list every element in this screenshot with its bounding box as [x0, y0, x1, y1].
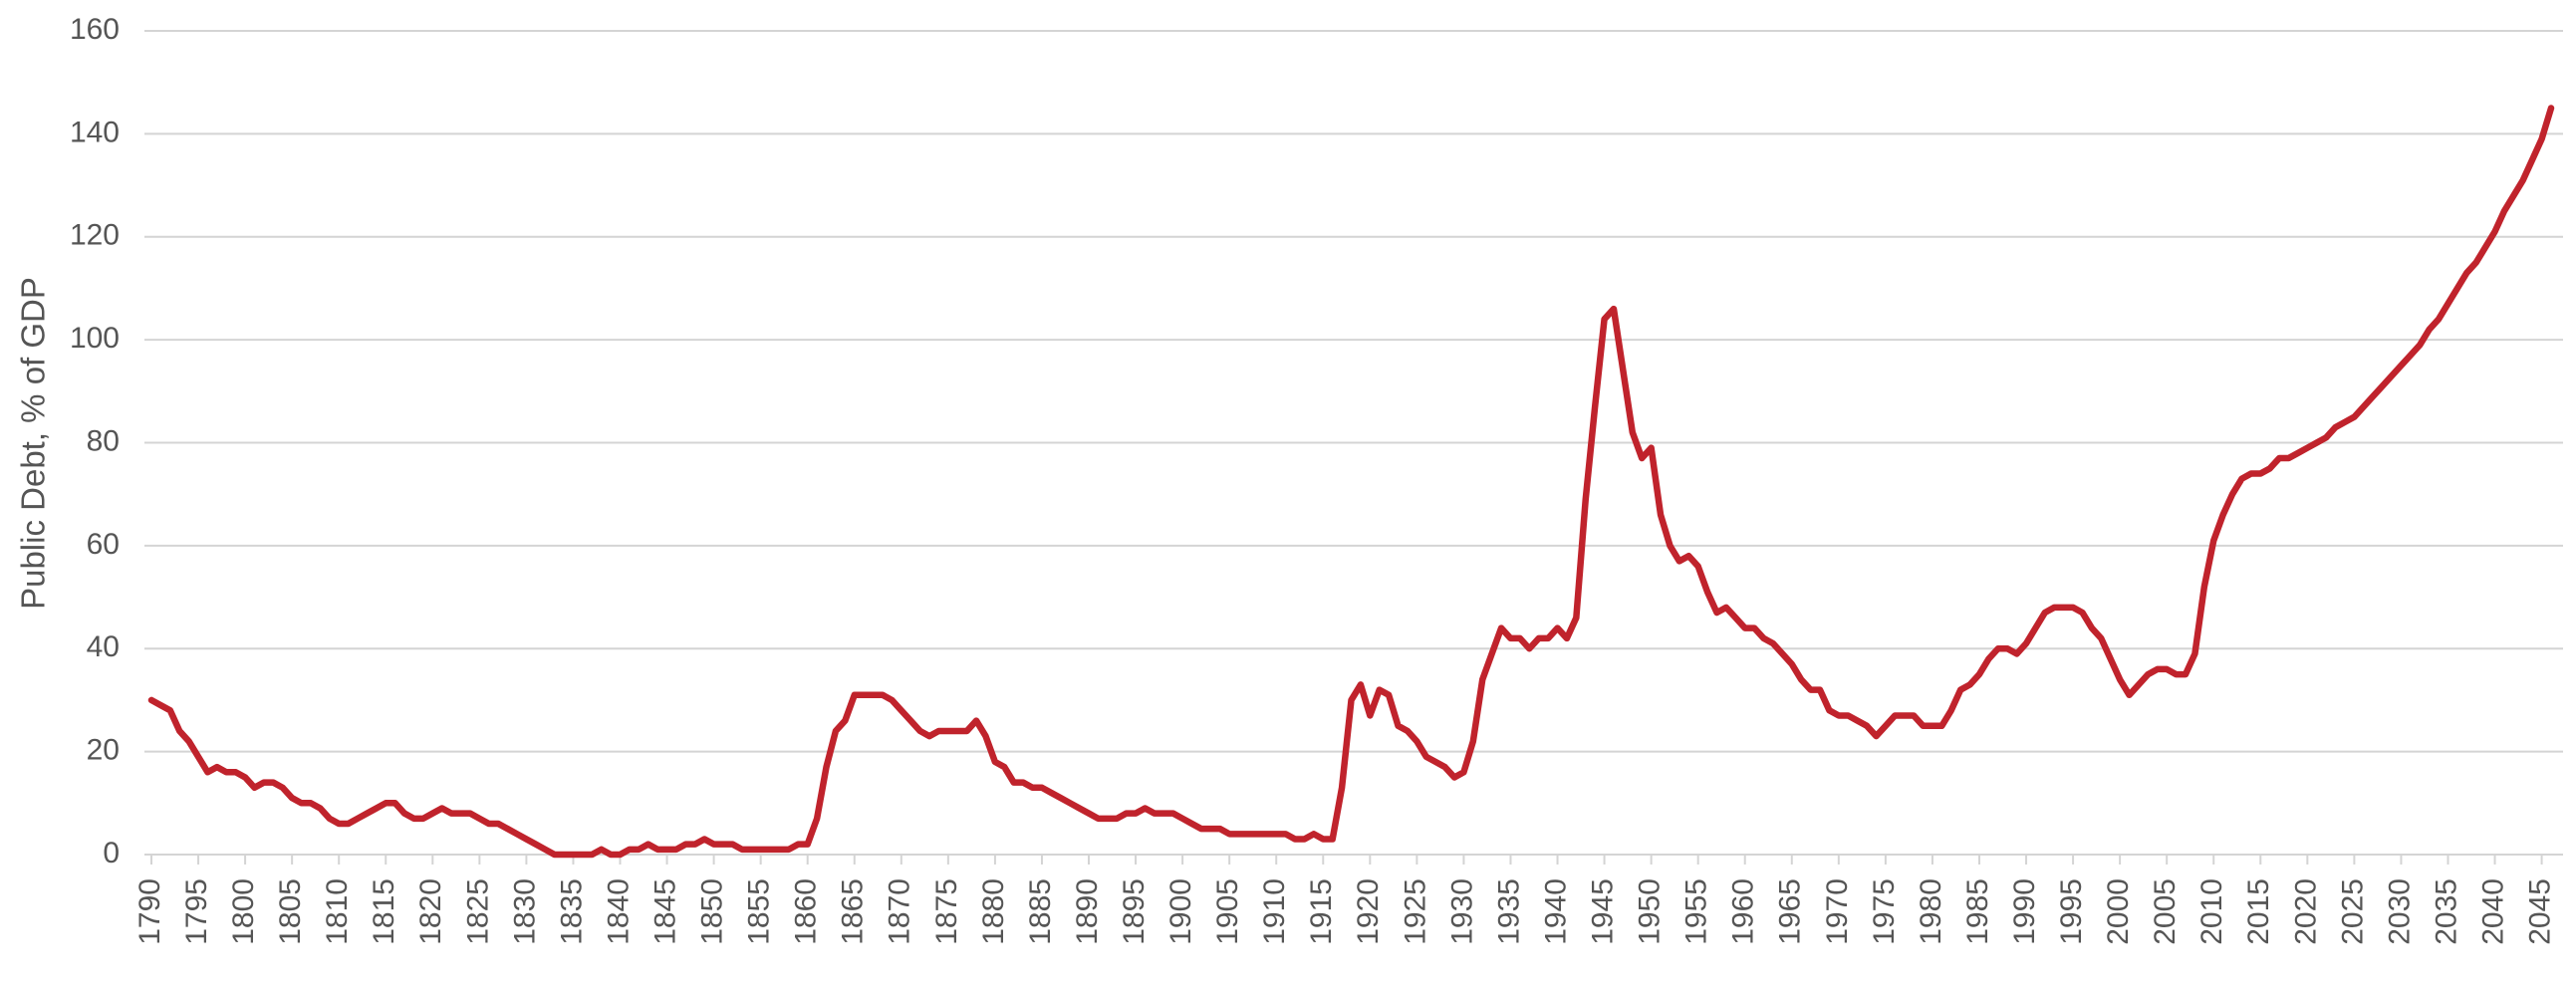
x-tick-label: 1845 [648, 878, 681, 945]
x-tick-label: 2000 [2102, 878, 2135, 945]
x-tick-label: 1935 [1492, 878, 1525, 945]
x-tick-label: 1915 [1305, 878, 1338, 945]
x-tick-label: 1895 [1118, 878, 1151, 945]
x-tick-label: 1955 [1680, 878, 1713, 945]
x-tick-label: 1905 [1211, 878, 1244, 945]
y-tick-label: 60 [87, 528, 120, 561]
x-tick-label: 1990 [2008, 878, 2041, 945]
x-tick-label: 2035 [2430, 878, 2462, 945]
x-tick-label: 1815 [368, 878, 400, 945]
y-tick-label: 120 [70, 219, 120, 252]
x-tick-label: 1980 [1915, 878, 1947, 945]
x-tick-label: 1870 [884, 878, 916, 945]
x-tick-label: 2015 [2242, 878, 2275, 945]
x-tick-label: 1985 [1961, 878, 1994, 945]
x-tick-label: 1925 [1399, 878, 1431, 945]
x-tick-label: 2040 [2476, 878, 2509, 945]
x-tick-label: 1860 [790, 878, 823, 945]
x-tick-label: 1950 [1634, 878, 1667, 945]
x-tick-label: 1880 [977, 878, 1010, 945]
x-tick-label: 1960 [1727, 878, 1760, 945]
x-tick-label: 1825 [461, 878, 494, 945]
x-tick-label: 2010 [2195, 878, 2228, 945]
x-tick-label: 1805 [274, 878, 307, 945]
x-tick-label: 1965 [1774, 878, 1807, 945]
x-tick-label: 1820 [414, 878, 447, 945]
x-tick-label: 1970 [1821, 878, 1854, 945]
x-tick-label: 1920 [1352, 878, 1385, 945]
x-tick-label: 2025 [2336, 878, 2369, 945]
x-tick-label: 1900 [1164, 878, 1197, 945]
x-tick-label: 2005 [2149, 878, 2182, 945]
x-tick-label: 1840 [602, 878, 635, 945]
x-tick-label: 1945 [1586, 878, 1619, 945]
x-tick-label: 1995 [2055, 878, 2088, 945]
x-tick-label: 1810 [321, 878, 354, 945]
x-tick-label: 1835 [555, 878, 588, 945]
x-tick-label: 1930 [1445, 878, 1478, 945]
x-tick-label: 2030 [2383, 878, 2416, 945]
y-axis-label: Public Debt, % of GDP [15, 277, 52, 610]
x-tick-label: 1890 [1071, 878, 1104, 945]
x-tick-label: 1865 [837, 878, 870, 945]
x-tick-label: 2045 [2524, 878, 2557, 945]
x-tick-label: 1800 [227, 878, 260, 945]
x-tick-label: 1910 [1258, 878, 1291, 945]
x-tick-label: 1830 [508, 878, 541, 945]
y-tick-label: 140 [70, 116, 120, 148]
x-tick-label: 1885 [1024, 878, 1057, 945]
x-tick-label: 1855 [743, 878, 776, 945]
y-tick-label: 80 [87, 424, 120, 457]
y-tick-label: 0 [103, 837, 120, 869]
data-line [147, 105, 2555, 859]
x-tick-label: 1795 [180, 878, 213, 945]
x-tick-label: 1875 [930, 878, 963, 945]
y-tick-label: 40 [87, 630, 120, 663]
y-tick-label: 160 [70, 13, 120, 46]
y-tick-label: 100 [70, 322, 120, 355]
x-tick-label: 2020 [2289, 878, 2322, 945]
y-tick-label: 20 [87, 734, 120, 767]
x-tick-label: 1940 [1539, 878, 1572, 945]
x-tick-label: 1975 [1868, 878, 1901, 945]
x-tick-label: 1790 [133, 878, 166, 945]
x-tick-label: 1850 [696, 878, 729, 945]
